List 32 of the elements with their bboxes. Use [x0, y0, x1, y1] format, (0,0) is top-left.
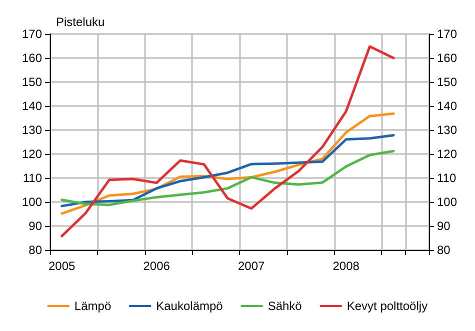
line-series	[60, 45, 395, 238]
legend-label: Sähkö	[268, 299, 302, 313]
y2-tick-label: 80	[437, 243, 451, 257]
legend-label: Kaukolämpö	[156, 299, 224, 313]
y2-tick-label: 150	[437, 75, 458, 89]
y-tick-label: 140	[22, 99, 42, 113]
x-tick-label: 2008	[332, 259, 360, 273]
x-tick-label: 2007	[238, 259, 266, 273]
y-tick-label: 160	[22, 51, 42, 65]
y2-tick-label: 110	[437, 171, 456, 185]
y2-tick-label: 160	[437, 51, 458, 65]
y2-tick-label: 90	[437, 219, 451, 233]
y-tick-label: 120	[22, 147, 42, 161]
y2-tick-label: 100	[437, 195, 458, 209]
y2-tick-label: 140	[437, 99, 458, 113]
y2-tick-label: 170	[437, 27, 458, 41]
line-series	[60, 134, 395, 208]
y-tick-label: 90	[28, 219, 42, 233]
line-series	[60, 150, 395, 206]
y-tick-label: 100	[22, 195, 42, 209]
y-tick-label: 110	[22, 171, 42, 185]
y2-tick-label: 120	[437, 147, 458, 161]
legend-label: Lämpö	[74, 299, 112, 313]
y-axis-title: Pisteluku	[56, 15, 105, 29]
y-tick-label: 150	[22, 75, 42, 89]
y-tick-label: 80	[28, 243, 42, 257]
y-tick-label: 130	[22, 123, 42, 137]
x-tick-label: 2006	[143, 259, 170, 273]
legend-label: Kevyt polttoöljy	[346, 299, 428, 313]
y-tick-label: 170	[22, 27, 42, 41]
x-tick-label: 2005	[48, 259, 76, 273]
y2-tick-label: 130	[437, 123, 458, 137]
